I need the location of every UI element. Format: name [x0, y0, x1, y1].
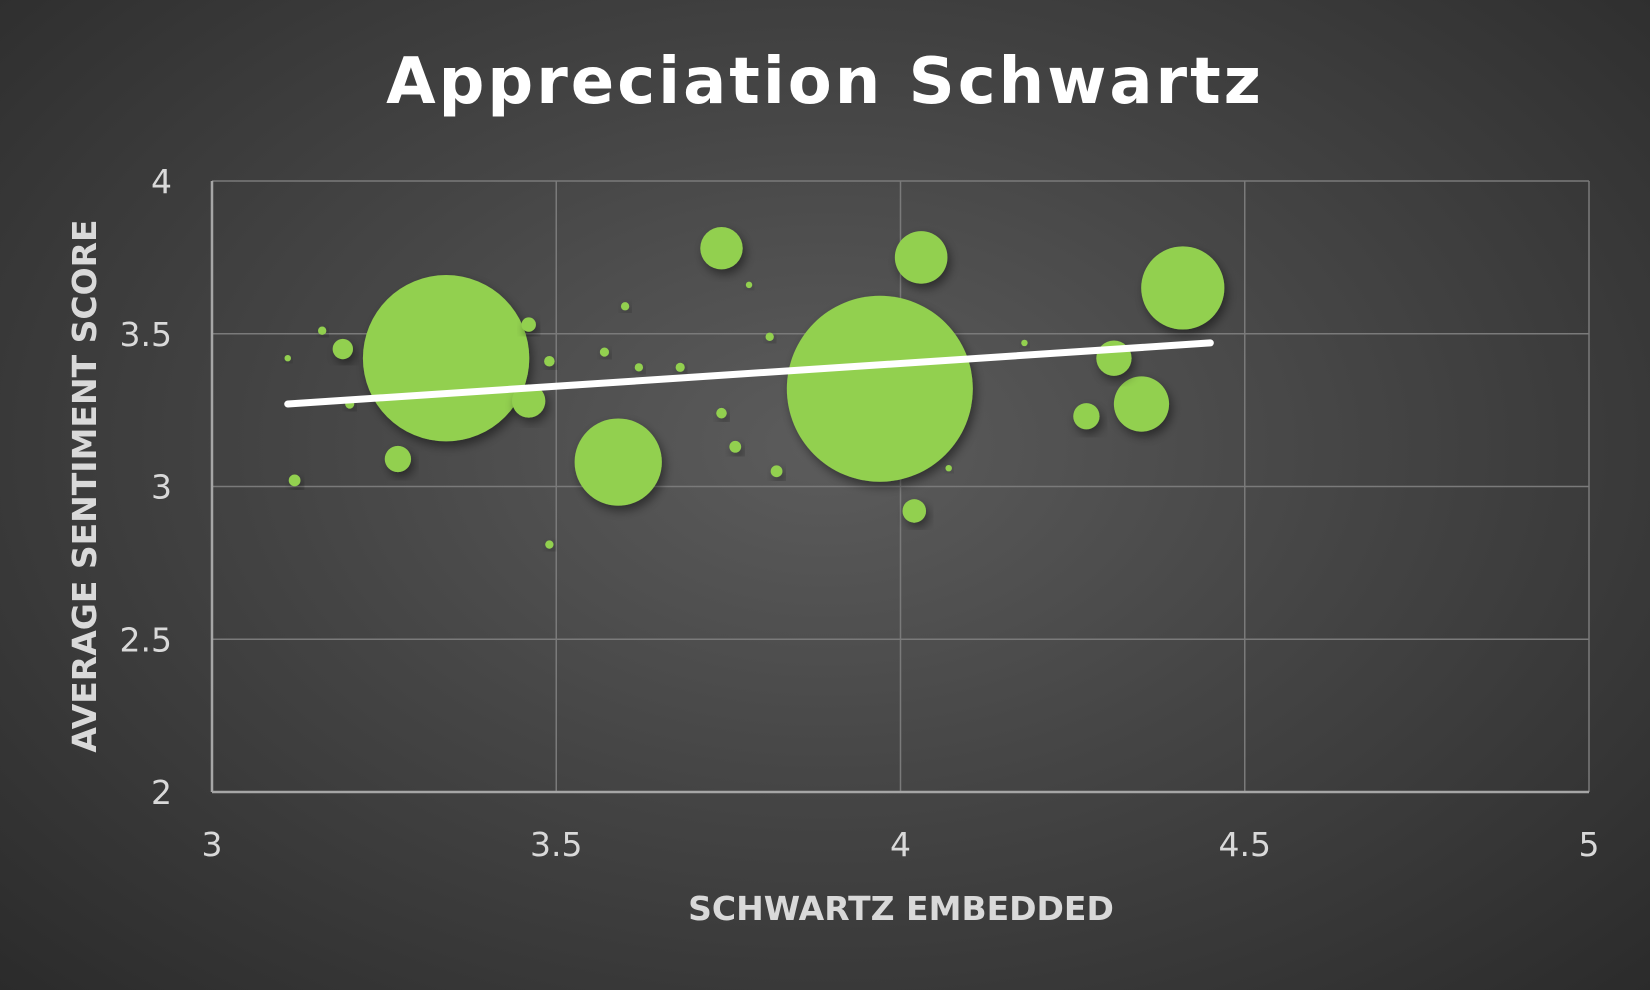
bubble-point	[521, 317, 536, 332]
bubble-point	[545, 540, 554, 549]
bubble-point	[384, 445, 412, 473]
bubble-point	[620, 302, 630, 311]
bubble-point	[729, 440, 742, 453]
bubble-point	[894, 231, 948, 284]
x-tick-label: 3	[202, 825, 223, 864]
bubble-point	[700, 227, 743, 270]
bubble-point	[1141, 246, 1225, 330]
y-axis-title: AVERAGE SENTIMENT SCORE	[65, 219, 104, 752]
bubble-point	[902, 499, 927, 523]
bubble-point	[1113, 376, 1170, 432]
bubble-point	[786, 295, 973, 482]
y-tick-label: 3.5	[120, 315, 172, 354]
trendline	[284, 339, 1214, 408]
bubble-point	[745, 281, 753, 289]
bubble-point	[284, 354, 291, 362]
bubble-point	[945, 464, 952, 472]
bubble-point	[770, 465, 783, 478]
y-tick-label: 2.5	[120, 620, 172, 659]
bubble-point	[574, 418, 662, 506]
bubble-point	[288, 474, 301, 487]
bubble-point	[1021, 339, 1028, 347]
bubble-series	[284, 227, 1225, 549]
x-tick-label: 4.5	[1219, 825, 1271, 864]
bubble-point	[765, 332, 774, 341]
x-axis-title: SCHWARTZ EMBEDDED	[688, 889, 1114, 928]
bubble-point	[1073, 403, 1100, 430]
bubble-point	[512, 384, 546, 418]
axes	[210, 181, 1589, 794]
chart-title: Appreciation Schwartz	[386, 45, 1264, 119]
bubble-point	[716, 407, 727, 419]
bubble-point	[332, 338, 354, 360]
x-tick-label: 3.5	[530, 825, 582, 864]
x-tick-label: 4	[890, 825, 911, 864]
bubble-point	[544, 355, 555, 367]
y-tick-label: 2	[151, 773, 172, 812]
bubble-point	[634, 363, 644, 372]
tick-labels: 2 2.5 3 3.5 4 3 3.5 4 4.5 5	[120, 162, 1600, 864]
x-tick-label: 5	[1579, 825, 1600, 864]
y-tick-label: 3	[151, 468, 172, 507]
bubble-point	[599, 347, 610, 357]
trendline-layer	[284, 339, 1214, 408]
bubble-point	[675, 362, 685, 372]
bubble-point	[362, 275, 530, 442]
bubble-point	[318, 326, 327, 335]
y-tick-label: 4	[151, 162, 172, 201]
